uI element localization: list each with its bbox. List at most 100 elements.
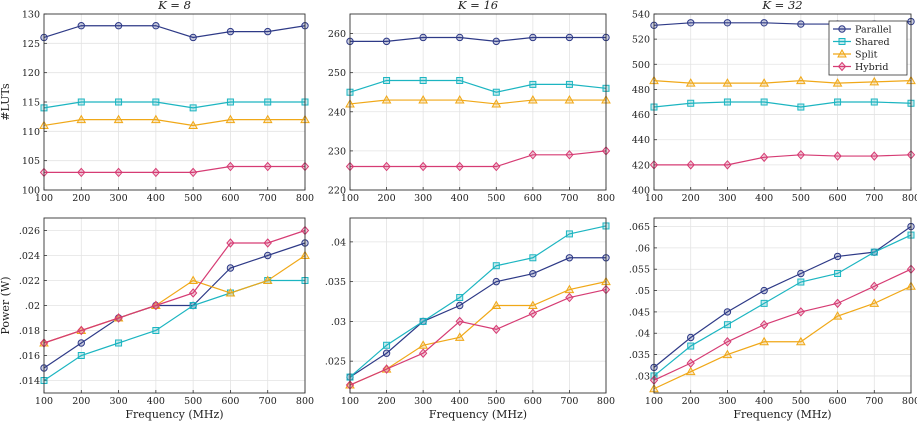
x-tick-label: 100 xyxy=(341,193,359,204)
y-tick-label: .03 xyxy=(331,317,346,328)
data-point xyxy=(418,348,428,358)
x-tick-label: 200 xyxy=(72,396,90,407)
data-point xyxy=(832,311,843,320)
y-tick-label: 110 xyxy=(22,127,40,138)
y-tick-label: .016 xyxy=(19,351,40,362)
legend-marker xyxy=(838,38,846,45)
data-point xyxy=(263,238,272,248)
series-line xyxy=(349,79,607,93)
data-point xyxy=(455,161,464,172)
x-tick-label: 600 xyxy=(524,396,542,407)
data-point xyxy=(565,254,574,262)
data-point xyxy=(528,308,538,319)
data-point xyxy=(797,269,805,278)
data-point xyxy=(759,78,770,87)
data-point xyxy=(114,167,123,178)
y-tick-label: 440 xyxy=(632,135,650,146)
data-point xyxy=(686,358,695,368)
data-point xyxy=(188,167,198,178)
data-point xyxy=(456,301,464,310)
data-point xyxy=(564,284,575,294)
x-axis-label: Frequency (MHz) xyxy=(429,408,527,421)
data-point xyxy=(115,98,123,106)
x-tick-label: 500 xyxy=(792,396,810,407)
x-tick-label: 800 xyxy=(296,193,314,204)
x-tick-label: 700 xyxy=(259,193,277,204)
data-point xyxy=(565,150,574,160)
data-point xyxy=(760,19,768,27)
data-point xyxy=(795,75,806,85)
data-point xyxy=(795,336,806,346)
data-point xyxy=(492,88,500,96)
plot-frame xyxy=(349,13,607,191)
data-point xyxy=(565,33,574,42)
data-point xyxy=(456,33,464,42)
y-tick-label: 260 xyxy=(328,29,346,40)
x-tick-label: 100 xyxy=(341,396,359,407)
series-line xyxy=(43,242,306,369)
series-line xyxy=(653,285,912,390)
data-point xyxy=(419,76,427,84)
x-tick-label: 100 xyxy=(35,396,53,407)
data-point xyxy=(419,317,427,325)
plot-frame xyxy=(349,217,607,394)
data-point xyxy=(382,349,391,357)
y-tick-label: 400 xyxy=(632,186,650,197)
data-point xyxy=(723,98,731,106)
y-tick-label: .065 xyxy=(629,222,650,233)
y-tick-label: 250 xyxy=(328,68,346,79)
data-point xyxy=(77,167,86,178)
data-point xyxy=(114,22,123,30)
x-tick-label: 400 xyxy=(755,193,773,204)
x-tick-label: 700 xyxy=(560,396,578,407)
data-point xyxy=(834,269,842,277)
data-point xyxy=(760,98,768,106)
series-line xyxy=(350,150,607,168)
x-tick-label: 300 xyxy=(718,193,736,204)
series-line xyxy=(44,165,305,173)
data-point xyxy=(77,325,86,336)
data-point xyxy=(833,252,842,261)
data-point xyxy=(529,33,537,42)
series-line xyxy=(349,225,607,378)
chart-panel-3: 100 200 300 400 500 600 700 800 400 420 440 460 480 5… xyxy=(632,0,917,204)
x-tick-label: 500 xyxy=(184,396,202,407)
x-tick-label: 500 xyxy=(184,193,202,204)
data-point xyxy=(687,342,695,350)
data-point xyxy=(565,80,573,88)
data-point xyxy=(529,254,537,262)
series-line xyxy=(43,101,305,109)
series-hybrid xyxy=(345,146,611,172)
data-point xyxy=(383,341,391,349)
data-point xyxy=(115,339,123,347)
data-point xyxy=(419,33,427,42)
series-parallel xyxy=(346,33,610,46)
x-tick-label: 400 xyxy=(451,193,469,204)
chart-panel-6: 100 200 300 400 500 600 700 800 .03 .035 .04 .045 .0… xyxy=(629,217,917,421)
data-point xyxy=(418,161,428,172)
data-point xyxy=(760,299,768,307)
x-tick-label: 800 xyxy=(597,396,615,407)
data-point xyxy=(456,76,464,84)
y-tick-label: 220 xyxy=(328,186,346,197)
data-point xyxy=(151,300,161,311)
series-line xyxy=(43,229,306,344)
data-point xyxy=(869,76,880,86)
series-line xyxy=(654,154,912,166)
data-point xyxy=(77,339,85,347)
data-point xyxy=(723,337,732,347)
series-line xyxy=(349,99,606,105)
series-line xyxy=(653,80,912,84)
x-tick-label: 700 xyxy=(865,193,883,204)
data-point xyxy=(685,78,696,87)
x-tick-label: 300 xyxy=(414,193,432,204)
data-point xyxy=(264,251,272,260)
data-point xyxy=(150,114,161,124)
x-tick-label: 200 xyxy=(682,396,700,407)
x-axis-label: Frequency (MHz) xyxy=(733,408,831,421)
data-point xyxy=(383,76,391,84)
chart-panel-2: 100 200 300 400 500 600 700 800 220 230 240 250 260 K… xyxy=(328,0,615,204)
data-point xyxy=(723,160,732,170)
x-tick-label: 600 xyxy=(524,193,542,204)
data-point xyxy=(262,275,273,284)
